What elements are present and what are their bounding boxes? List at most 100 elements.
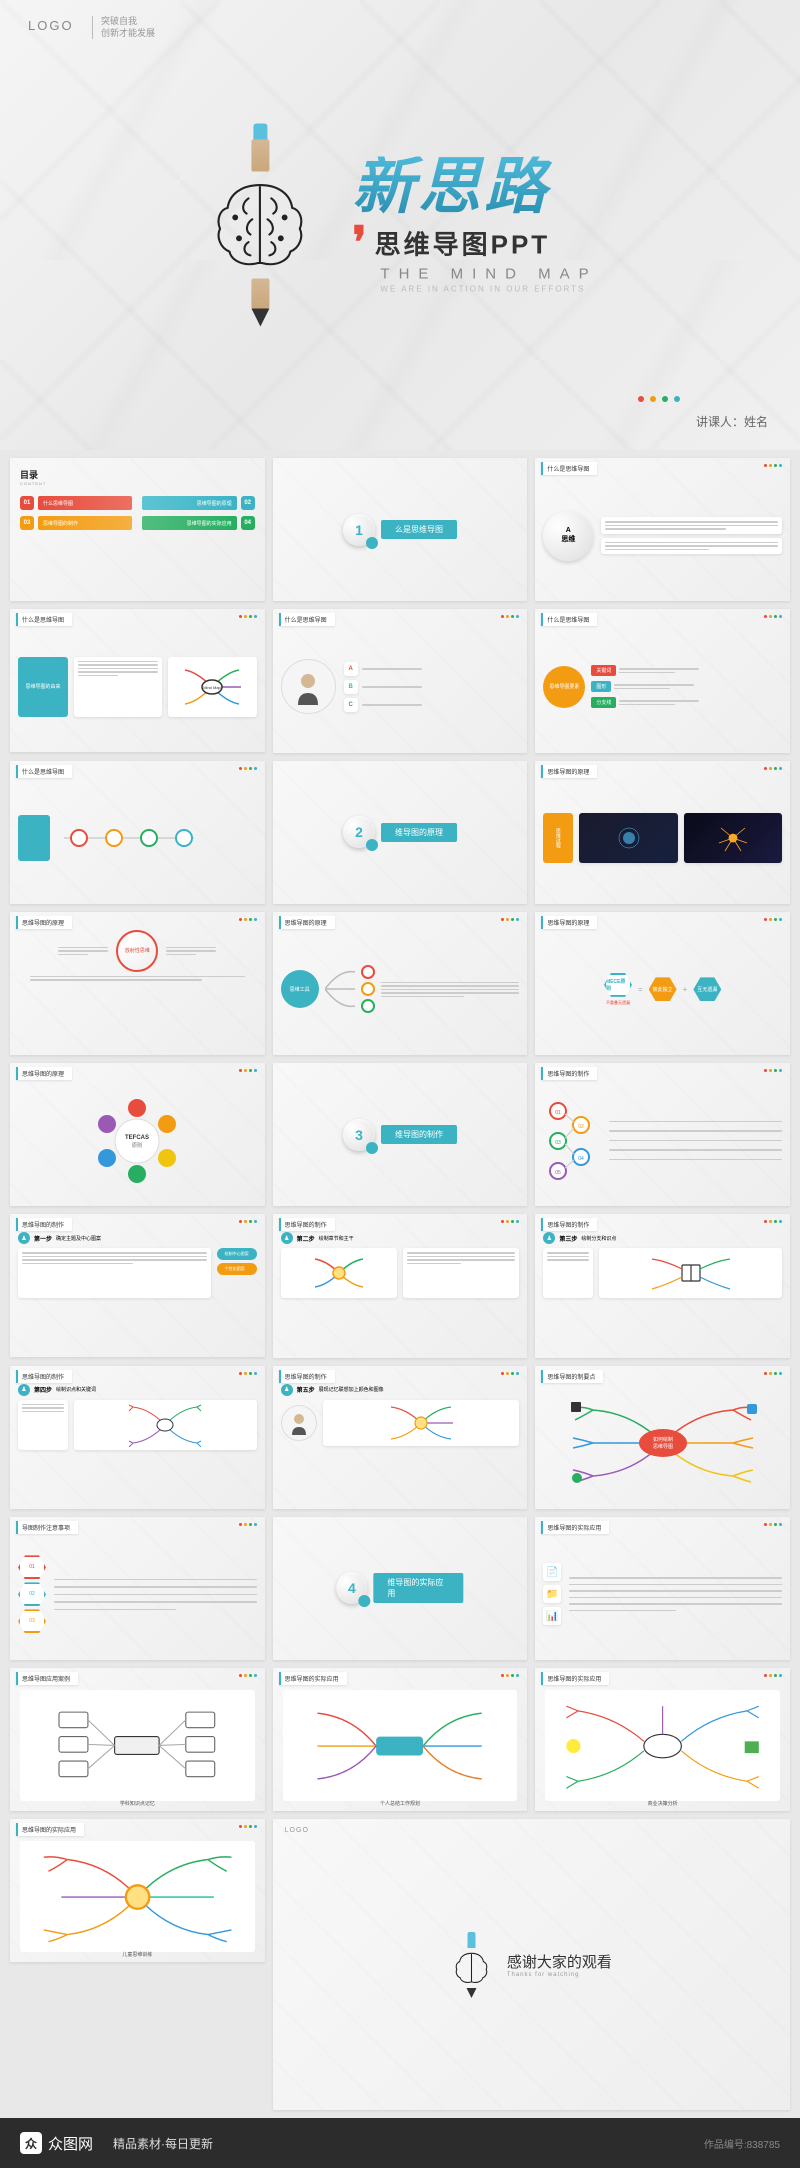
pencil-top-icon <box>249 124 271 172</box>
section-label: 维导图的制作 <box>381 1125 457 1144</box>
title-en2: WE ARE IN ACTION IN OUR EFFORTS <box>380 285 597 294</box>
slide-heading: 思维导图的制作 <box>541 1218 597 1231</box>
brain-pencil-graphic <box>202 124 317 327</box>
folder-icon: 📁 <box>543 1585 561 1603</box>
avatar-circle <box>281 659 336 714</box>
svg-text:如何绘制: 如何绘制 <box>653 1436 673 1443</box>
svg-text:03: 03 <box>556 1140 562 1146</box>
slide-section-1: 1 么是思维导图 <box>273 458 528 601</box>
title-en: THE MIND MAP <box>380 266 597 283</box>
slide-process: 思维导图的原理 思维过程 <box>535 761 790 904</box>
neuron-image <box>684 813 782 863</box>
slide-howto: 思维导图的制要点 如何绘制 思维导图 <box>535 1366 790 1509</box>
slide-heading: 思维导图的实际应用 <box>541 1672 609 1685</box>
section-label: 么是思维导图 <box>381 520 457 539</box>
accent-dots <box>638 396 680 402</box>
slide-toc: 目录 CONTENT 01 什么思维导图 02 思维导图的原理 03 思维导图的… <box>10 458 265 601</box>
person-icon: ♟ <box>281 1232 293 1244</box>
slide-case: 思维导图应用案例 学科知识点记忆 <box>10 1668 265 1811</box>
slide-what-1: 什么是思维导图 思维导图的由来 Mind Map <box>10 609 265 752</box>
tool-hub: 思维工具 <box>281 970 319 1008</box>
slide-heading: 思维导图的制作 <box>541 1067 597 1080</box>
thinking-circle: A 思维 <box>543 511 593 561</box>
slide-elements: 什么是思维导图 思维导图要素 关键词 图形 分支线 <box>535 609 790 752</box>
svg-text:Mind Map: Mind Map <box>204 685 222 690</box>
slide-step1: 思维导图的制作 ♟ 第一步 确定主题及中心图案 绘制中心图案 个性化图案 <box>10 1214 265 1357</box>
slide-heading: 什么是思维导图 <box>541 462 597 475</box>
slide-heading: 思维导图的实际应用 <box>279 1672 347 1685</box>
person-icon: ♟ <box>18 1232 30 1244</box>
closing-thanks-en: Thanks for watching <box>507 1972 612 1978</box>
comma-icon: ❜ <box>352 232 366 254</box>
chart-icon: 📊 <box>543 1607 561 1625</box>
elements-hub: 思维导图要素 <box>543 666 585 708</box>
brain-graphic-small <box>451 1932 493 1998</box>
toc-subtitle: CONTENT <box>20 481 255 486</box>
pencil-bottom-icon <box>249 279 271 327</box>
brain-image <box>579 813 677 863</box>
slide-what-timeline: 什么是思维导图 <box>10 761 265 904</box>
slide-heading: 思维导图的原理 <box>279 916 335 929</box>
tefcas-ring: TEFCAS 原则 <box>72 1096 202 1186</box>
slide-mece: 思维导图的原理 MECE原则 不重叠无遗漏 = 彼此独立 + 互无遗漏 <box>535 912 790 1055</box>
toc-item: 04 思维导图的实际应用 <box>142 516 254 530</box>
slide-heading: 思维导图的实际应用 <box>541 1521 609 1534</box>
connector-icon <box>325 964 355 1014</box>
mindmap-example <box>283 1690 518 1801</box>
mindmap-preview <box>74 1400 257 1450</box>
slide-heading: 什么是思维导图 <box>279 613 335 626</box>
case-caption: 儿童思维训练 <box>122 1951 152 1958</box>
section-label: 维导图的原理 <box>381 823 457 842</box>
person-icon: ♟ <box>543 1232 555 1244</box>
mindmap-preview <box>281 1248 397 1298</box>
slide-section-3: 3 维导图的制作 <box>273 1063 528 1206</box>
slide-notes: 导图制作注意事项 01 02 03 <box>10 1517 265 1660</box>
slide-step5: 思维导图的制作 ♟ 第五步 展现记忆联想加上颜色和图像 <box>273 1366 528 1509</box>
slide-heading: 思维导图的原理 <box>16 1067 72 1080</box>
slide-section-2: 2 维导图的原理 <box>273 761 528 904</box>
slide-heading: 思维导图应用案例 <box>16 1672 78 1685</box>
slides-grid: 目录 CONTENT 01 什么思维导图 02 思维导图的原理 03 思维导图的… <box>0 450 800 2118</box>
slide-step4: 思维导图的制作 ♟ 第四步 绘制识点和关键词 <box>10 1366 265 1509</box>
mindmap-example <box>545 1690 780 1801</box>
process-label: 思维过程 <box>543 813 573 863</box>
text-box <box>601 517 782 534</box>
slide-tool: 思维导图的原理 思维工具 <box>273 912 528 1055</box>
hero-slide: LOGO 突破自我 创新才能发展 <box>0 0 800 450</box>
slide-heading: 什么是思维导图 <box>16 765 72 778</box>
mece-node: 互无遗漏 <box>693 977 721 1001</box>
book-mindmap <box>599 1248 782 1298</box>
case-caption: 个人总结工作规划 <box>380 1800 420 1807</box>
mindmap-example <box>20 1841 255 1952</box>
footer-logo-icon: 众 <box>20 2132 42 2154</box>
slide-heading: 导图制作注意事项 <box>16 1521 78 1534</box>
closing-thanks: 感谢大家的观看 <box>507 1951 612 1972</box>
presenter-label: 讲课人：姓名 <box>696 413 768 430</box>
slide-heading: 思维导图的原理 <box>16 916 72 929</box>
svg-text:04: 04 <box>579 1156 585 1162</box>
mindmap-example <box>20 1690 255 1801</box>
case-caption: 商业决策分析 <box>648 1800 678 1807</box>
mece-hex: MECE原则 <box>604 973 632 997</box>
svg-text:02: 02 <box>579 1124 585 1130</box>
slide-radial: 思维导图的原理 放射性思维 <box>10 912 265 1055</box>
slide-heading: 思维导图的制作 <box>16 1218 72 1231</box>
section-label: 维导图的实际应用 <box>373 1573 463 1603</box>
closing-logo: LOGO <box>285 1827 309 1834</box>
slide-apply-2: 思维导图的实际应用 商业决策分析 <box>535 1668 790 1811</box>
side-label <box>18 815 50 861</box>
footer-brand: 众图网 <box>48 2133 93 2154</box>
toc-item: 03 思维导图的制作 <box>20 516 132 530</box>
section-number: 3 <box>343 1119 375 1151</box>
slide-apply-1: 思维导图的实际应用 个人总结工作规划 <box>273 1668 528 1811</box>
slide-steps-overview: 思维导图的制作 01 02 03 04 05 <box>535 1063 790 1206</box>
svg-text:思维导图: 思维导图 <box>653 1443 673 1450</box>
slide-thinking: 什么是思维导图 A 思维 <box>535 458 790 601</box>
slide-step2: 思维导图的制作 ♟ 第二步 绘制章节和主干 <box>273 1214 528 1357</box>
avatar <box>281 1405 317 1441</box>
slide-closing: LOGO 感谢大家的观看 Thanks for watching <box>273 1819 790 2110</box>
section-number: 2 <box>343 816 375 848</box>
toc-item: 02 思维导图的原理 <box>142 496 254 510</box>
page-footer: 众 众图网 精品素材·每日更新 作品编号:838785 <box>0 2118 800 2168</box>
timeline-icon <box>54 808 204 868</box>
